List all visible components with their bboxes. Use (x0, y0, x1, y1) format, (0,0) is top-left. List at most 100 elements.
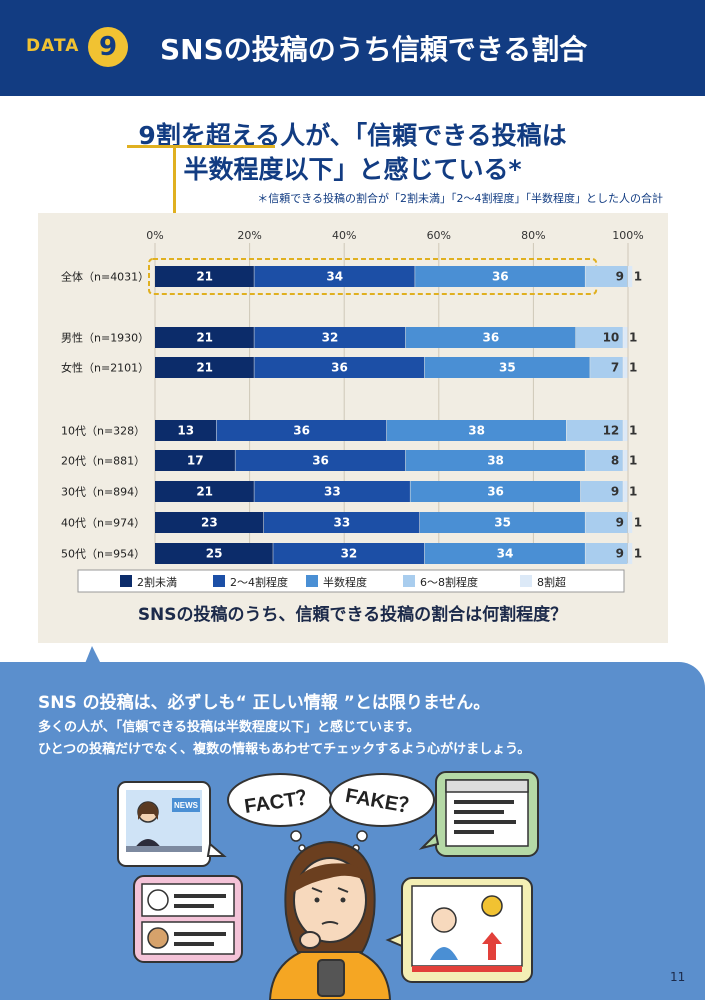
bar-segment (155, 481, 254, 502)
data-label: 38 (487, 454, 504, 468)
bar-segment (585, 543, 628, 564)
data-label: 35 (494, 516, 511, 530)
bar-segment (566, 420, 623, 441)
bar-segment (623, 450, 628, 471)
legend-swatch (213, 575, 225, 587)
thinking-woman-icon (268, 840, 392, 1000)
legend-swatch (403, 575, 415, 587)
bar-segment (628, 512, 633, 533)
news-label: NEWS (174, 801, 199, 810)
page-header: DATA 9 SNSの投稿のうち信頼できる割合 (0, 0, 705, 96)
data-label: 36 (492, 270, 509, 284)
bar-segment (235, 450, 406, 471)
bar-segment (155, 327, 254, 348)
social-feed-icon (133, 875, 243, 963)
bar-segment (623, 420, 628, 441)
illustration: NEWS FACT？ FAKE？ (117, 771, 539, 1000)
data-label: 34 (326, 270, 343, 284)
legend-swatch (520, 575, 532, 587)
legend-label: 半数程度 (323, 575, 367, 589)
data-label: 21 (196, 361, 213, 375)
bar-segment (263, 512, 420, 533)
data-label: 35 (499, 361, 516, 375)
bar-segment (580, 481, 623, 502)
bar-segment (254, 266, 415, 287)
bar-segment (585, 450, 623, 471)
data-label: 32 (322, 331, 339, 345)
data-label: 1 (634, 516, 642, 530)
category-label: 女性（n=2101） (61, 361, 149, 375)
bar-segment (628, 266, 633, 287)
data-label: 32 (341, 547, 358, 561)
data-label: 9 (611, 485, 619, 499)
data-label: 7 (611, 361, 619, 375)
data-label: 9 (616, 270, 624, 284)
data-label: 10 (603, 331, 620, 345)
legend-swatch (306, 575, 318, 587)
x-tick-label: 40% (332, 229, 356, 242)
bar-segment (155, 420, 216, 441)
x-tick-label: 60% (427, 229, 451, 242)
data-label: 23 (201, 516, 218, 530)
category-label: 30代（n=894） (61, 486, 145, 499)
data-label: 33 (324, 485, 341, 499)
legend-label: 8割超 (537, 575, 566, 589)
category-label: 20代（n=881） (61, 455, 145, 468)
x-tick-label: 0% (146, 229, 163, 242)
fake-thought-bubble: FAKE？ (329, 773, 435, 852)
data-label: 13 (177, 424, 194, 438)
legend-label: 2割未満 (137, 575, 177, 589)
x-tick-label: 20% (237, 229, 261, 242)
footnote: ＊信頼できる投稿の割合が「2割未満」「2〜4割程度」「半数程度」とした人の合計 (257, 192, 663, 205)
chart-caption: SNSの投稿のうち、信頼できる投稿の割合は何割程度？ (137, 605, 568, 625)
bar-segment (155, 266, 254, 287)
news-anchor-icon: NEWS (117, 781, 227, 867)
bar-segment (628, 543, 633, 564)
data-label: 1 (634, 547, 642, 561)
x-tick-label: 100% (612, 229, 643, 242)
bar-segment (623, 481, 628, 502)
data-label: 36 (293, 424, 310, 438)
bar-segment (405, 450, 585, 471)
stacked-bar-chart: 0% 20% 40% 60% 80% 100%全体（n=4031） 21 34 36 9 1男性（n… (61, 229, 644, 593)
data-number-badge: 9 (88, 27, 128, 67)
data-label: 9 (616, 547, 624, 561)
data-label: 8 (611, 454, 619, 468)
category-label: 全体（n=4031） (61, 270, 149, 284)
page-title: SNSの投稿のうち信頼できる割合 (160, 33, 588, 66)
data-label: 36 (331, 361, 348, 375)
fact-thought-bubble: FACT？ (227, 773, 333, 852)
legend-label: 2〜4割程度 (230, 575, 288, 589)
bar-segment (424, 357, 590, 378)
data-label: 1 (634, 270, 642, 284)
data-label: 34 (497, 547, 514, 561)
bar-segment (405, 327, 576, 348)
bar-segment (623, 327, 628, 348)
data-label: 33 (333, 516, 350, 530)
data-label: 36 (482, 331, 499, 345)
bar-segment (623, 357, 628, 378)
data-label: 21 (196, 485, 213, 499)
message-heading: SNS の投稿は、必ずしも“ 正しい情報 ”とは限りません。 (38, 693, 491, 713)
headline-underline (127, 145, 275, 148)
data-label: 36 (487, 485, 504, 499)
message-line-3: ひとつの投稿だけでなく、複数の情報もあわせてチェックするよう心がけましょう。 (38, 742, 531, 757)
bar-segment (386, 420, 567, 441)
data-label: 21 (196, 331, 213, 345)
bar-segment (424, 543, 585, 564)
data-label: 1 (629, 424, 637, 438)
category-label: 40代（n=974） (61, 517, 145, 530)
bar-segment (585, 512, 628, 533)
data-label: 9 (616, 516, 624, 530)
data-label: DATA (26, 36, 80, 56)
data-label: 36 (312, 454, 329, 468)
category-label: 10代（n=328） (61, 425, 145, 438)
data-label: 38 (468, 424, 485, 438)
data-label: 1 (629, 485, 637, 499)
headline-line-2: 半数程度以下」と感じている* (183, 155, 522, 184)
bar-segment (273, 543, 425, 564)
bar-segment (155, 543, 273, 564)
bar-segment (254, 481, 410, 502)
video-player-icon (385, 877, 533, 983)
bar-segment (585, 266, 628, 287)
